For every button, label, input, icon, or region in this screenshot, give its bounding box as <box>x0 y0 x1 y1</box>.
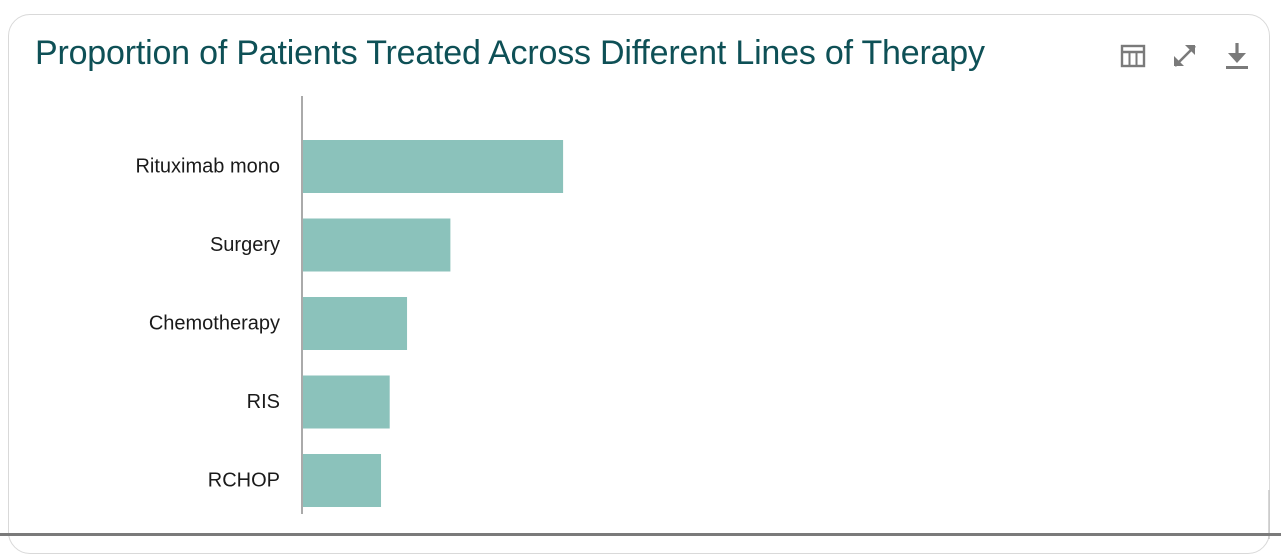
chart-card <box>8 14 1270 554</box>
chart-title: Proportion of Patients Treated Across Di… <box>35 34 985 72</box>
category-label: Surgery <box>210 234 280 256</box>
category-labels-group: Rituximab mono Surgery Chemotherapy RIS RCHO… <box>135 156 280 492</box>
category-label: RCHOP <box>208 470 280 492</box>
bar-ris[interactable] <box>303 375 390 429</box>
download-button[interactable] <box>1221 40 1253 72</box>
fullscreen-button[interactable] <box>1169 40 1201 72</box>
bars-group <box>303 140 564 507</box>
category-label: Rituximab mono <box>135 156 280 178</box>
expand-icon <box>1174 45 1196 67</box>
category-label: RIS <box>247 391 280 413</box>
bar-rchop[interactable] <box>303 454 382 507</box>
download-icon <box>1226 43 1248 69</box>
bar-chart: Rituximab mono Surgery Chemotherapy RIS RCHO… <box>135 96 1270 539</box>
table-icon <box>1120 44 1146 68</box>
table-view-button[interactable] <box>1117 40 1149 72</box>
chart-toolbar <box>1117 40 1253 72</box>
bar-chemotherapy[interactable] <box>303 297 408 350</box>
bar-rituximab-mono[interactable] <box>303 140 564 193</box>
bar-surgery[interactable] <box>303 218 451 272</box>
bottom-divider <box>0 533 1281 536</box>
category-label: Chemotherapy <box>149 313 280 335</box>
